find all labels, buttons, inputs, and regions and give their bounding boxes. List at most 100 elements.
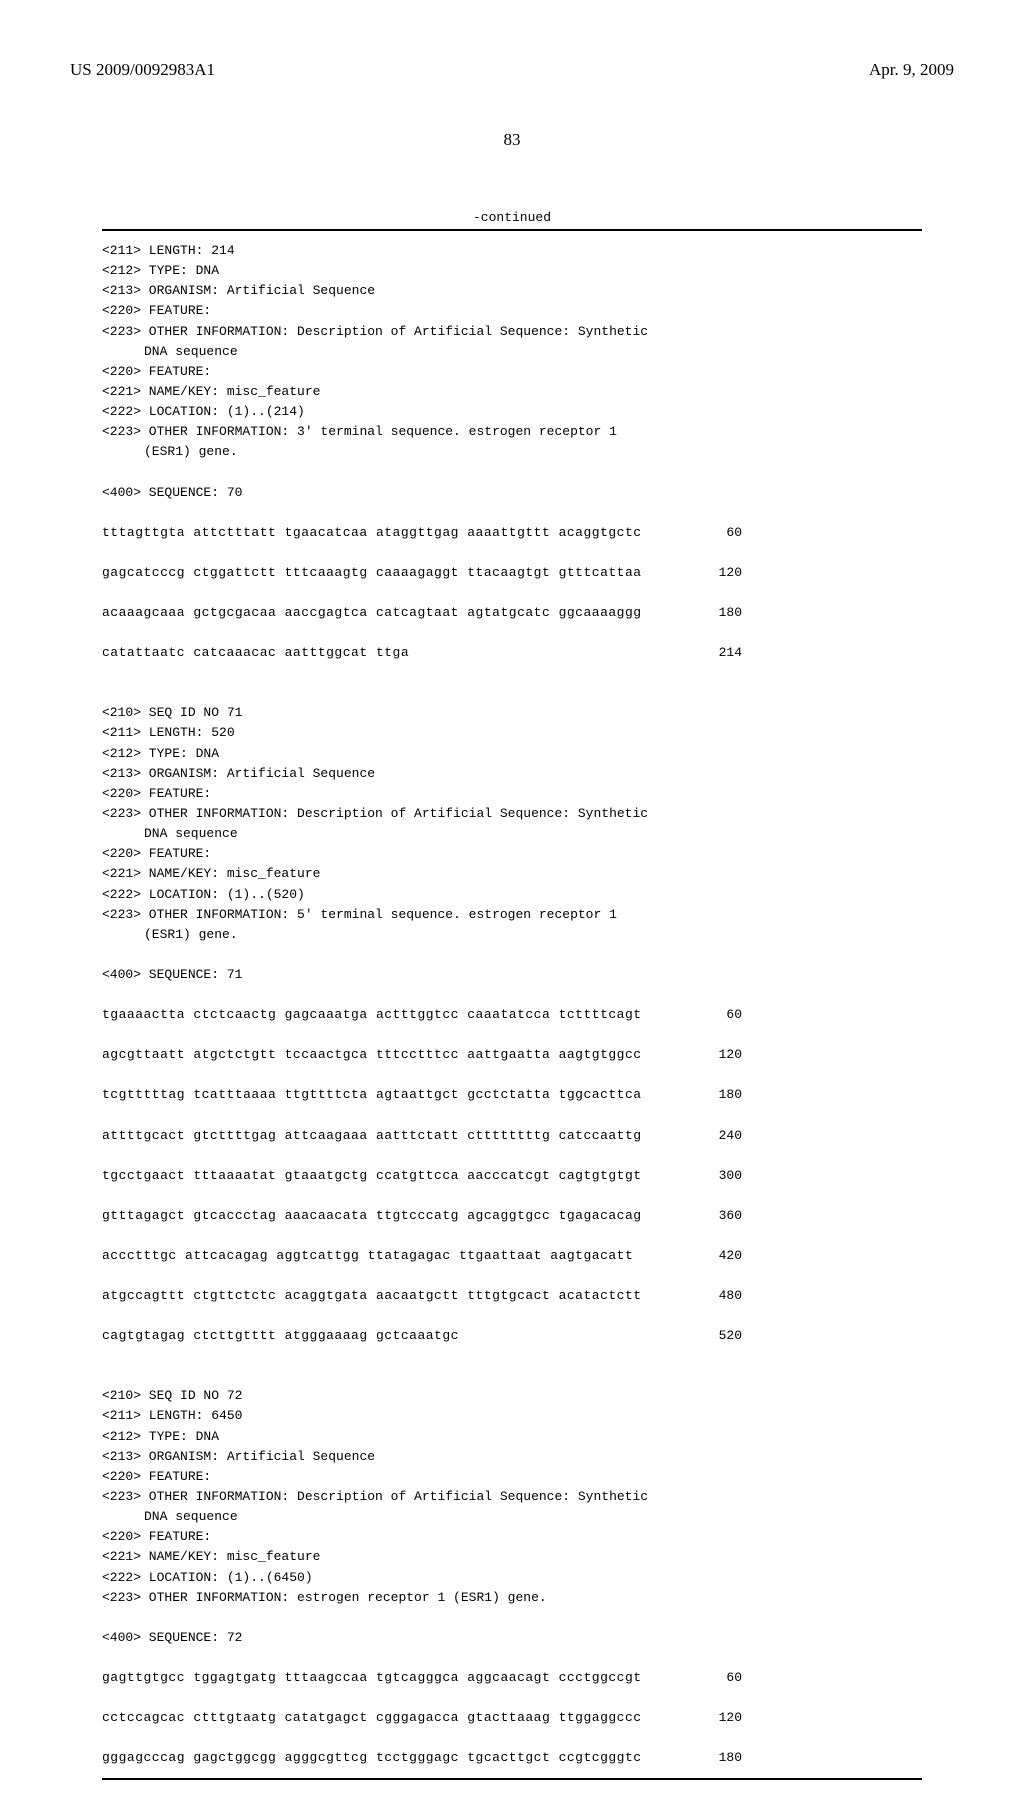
meta-line: <223> OTHER INFORMATION: 5' terminal seq… [102, 905, 922, 925]
meta-line: <211> LENGTH: 6450 [102, 1406, 922, 1426]
blank-line [102, 985, 922, 1005]
meta-line: <400> SEQUENCE: 71 [102, 965, 922, 985]
continued-label: -continued [70, 210, 954, 225]
blank-line [102, 1648, 922, 1668]
meta-line: <400> SEQUENCE: 70 [102, 483, 922, 503]
meta-line: <220> FEATURE: [102, 301, 922, 321]
meta-line: <210> SEQ ID NO 72 [102, 1386, 922, 1406]
meta-line: <220> FEATURE: [102, 844, 922, 864]
blank-line [102, 1366, 922, 1386]
meta-line: <220> FEATURE: [102, 362, 922, 382]
sequence-position: 240 [702, 1126, 742, 1146]
meta-indent-line: DNA sequence [102, 824, 922, 844]
blank-line [102, 1146, 922, 1166]
meta-line: <212> TYPE: DNA [102, 261, 922, 281]
sequence-text: cagtgtagag ctcttgtttt atgggaaaag gctcaaa… [102, 1326, 459, 1346]
blank-line [102, 623, 922, 643]
blank-line [102, 543, 922, 563]
meta-indent-line: (ESR1) gene. [102, 925, 922, 945]
blank-line [102, 503, 922, 523]
sequence-text: tgaaaactta ctctcaactg gagcaaatga actttgg… [102, 1005, 642, 1025]
sequence-row: atgccagttt ctgttctctc acaggtgata aacaatg… [102, 1286, 742, 1306]
meta-line: <400> SEQUENCE: 72 [102, 1628, 922, 1648]
blank-line [102, 1608, 922, 1628]
sequence-row: gagttgtgcc tggagtgatg tttaagccaa tgtcagg… [102, 1668, 742, 1688]
blank-line [102, 1688, 922, 1708]
sequence-text: attttgcact gtcttttgag attcaagaaa aatttct… [102, 1126, 642, 1146]
sequence-position: 360 [702, 1206, 742, 1226]
sequence-row: tcgtttttag tcatttaaaa ttgttttcta agtaatt… [102, 1085, 742, 1105]
blank-line [102, 683, 922, 703]
patent-page: US 2009/0092983A1 Apr. 9, 2009 83 -conti… [0, 0, 1024, 1820]
sequence-row: acaaagcaaa gctgcgacaa aaccgagtca catcagt… [102, 603, 742, 623]
meta-line: <220> FEATURE: [102, 1527, 922, 1547]
sequence-position: 60 [702, 1668, 742, 1688]
sequence-position: 520 [702, 1326, 742, 1346]
meta-line: <223> OTHER INFORMATION: Description of … [102, 322, 922, 342]
blank-line [102, 1025, 922, 1045]
meta-line: <222> LOCATION: (1)..(214) [102, 402, 922, 422]
meta-line: <210> SEQ ID NO 71 [102, 703, 922, 723]
sequence-text: tcgtttttag tcatttaaaa ttgttttcta agtaatt… [102, 1085, 642, 1105]
sequence-position: 420 [702, 1246, 742, 1266]
sequence-text: acaaagcaaa gctgcgacaa aaccgagtca catcagt… [102, 603, 642, 623]
sequence-row: gggagcccag gagctggcgg agggcgttcg tcctggg… [102, 1748, 742, 1768]
meta-line: <213> ORGANISM: Artificial Sequence [102, 764, 922, 784]
sequence-row: tttagttgta attctttatt tgaacatcaa ataggtt… [102, 523, 742, 543]
sequence-row: cagtgtagag ctcttgtttt atgggaaaag gctcaaa… [102, 1326, 742, 1346]
blank-line [102, 663, 922, 683]
sequence-row: tgcctgaact tttaaaatat gtaaatgctg ccatgtt… [102, 1166, 742, 1186]
page-header: US 2009/0092983A1 Apr. 9, 2009 [70, 60, 954, 80]
meta-line: <221> NAME/KEY: misc_feature [102, 864, 922, 884]
blank-line [102, 1306, 922, 1326]
blank-line [102, 1346, 922, 1366]
meta-line: <223> OTHER INFORMATION: Description of … [102, 804, 922, 824]
sequence-text: gagcatcccg ctggattctt tttcaaagtg caaaaga… [102, 563, 642, 583]
meta-line: <212> TYPE: DNA [102, 1427, 922, 1447]
patent-number: US 2009/0092983A1 [70, 60, 215, 80]
sequence-text: gagttgtgcc tggagtgatg tttaagccaa tgtcagg… [102, 1668, 642, 1688]
meta-line: <220> FEATURE: [102, 784, 922, 804]
sequence-text: agcgttaatt atgctctgtt tccaactgca tttcctt… [102, 1045, 642, 1065]
meta-indent-line: (ESR1) gene. [102, 442, 922, 462]
meta-line: <222> LOCATION: (1)..(6450) [102, 1568, 922, 1588]
sequence-listing: <211> LENGTH: 214<212> TYPE: DNA<213> OR… [102, 229, 922, 1780]
meta-line: <221> NAME/KEY: misc_feature [102, 1547, 922, 1567]
blank-line [102, 463, 922, 483]
blank-line [102, 583, 922, 603]
blank-line [102, 1266, 922, 1286]
sequence-position: 120 [702, 1708, 742, 1728]
sequence-text: tgcctgaact tttaaaatat gtaaatgctg ccatgtt… [102, 1166, 642, 1186]
blank-line [102, 1065, 922, 1085]
sequence-text: tttagttgta attctttatt tgaacatcaa ataggtt… [102, 523, 642, 543]
sequence-text: gtttagagct gtcaccctag aaacaacata ttgtccc… [102, 1206, 642, 1226]
sequence-row: accctttgc attcacagag aggtcattgg ttatagag… [102, 1246, 742, 1266]
sequence-row: gagcatcccg ctggattctt tttcaaagtg caaaaga… [102, 563, 742, 583]
sequence-text: accctttgc attcacagag aggtcattgg ttatagag… [102, 1246, 633, 1266]
sequence-position: 180 [702, 1748, 742, 1768]
sequence-position: 300 [702, 1166, 742, 1186]
sequence-row: cctccagcac ctttgtaatg catatgagct cgggaga… [102, 1708, 742, 1728]
sequence-text: catattaatc catcaaacac aatttggcat ttga [102, 643, 409, 663]
sequence-row: agcgttaatt atgctctgtt tccaactgca tttcctt… [102, 1045, 742, 1065]
blank-line [102, 1106, 922, 1126]
blank-line [102, 1226, 922, 1246]
sequence-position: 60 [702, 1005, 742, 1025]
sequence-position: 480 [702, 1286, 742, 1306]
sequence-text: gggagcccag gagctggcgg agggcgttcg tcctggg… [102, 1748, 642, 1768]
meta-indent-line: DNA sequence [102, 1507, 922, 1527]
blank-line [102, 1186, 922, 1206]
meta-line: <220> FEATURE: [102, 1467, 922, 1487]
sequence-position: 214 [702, 643, 742, 663]
sequence-position: 180 [702, 1085, 742, 1105]
meta-line: <211> LENGTH: 214 [102, 241, 922, 261]
sequence-position: 60 [702, 523, 742, 543]
meta-line: <213> ORGANISM: Artificial Sequence [102, 1447, 922, 1467]
meta-line: <222> LOCATION: (1)..(520) [102, 885, 922, 905]
meta-line: <223> OTHER INFORMATION: Description of … [102, 1487, 922, 1507]
sequence-row: gtttagagct gtcaccctag aaacaacata ttgtccc… [102, 1206, 742, 1226]
meta-line: <213> ORGANISM: Artificial Sequence [102, 281, 922, 301]
sequence-row: tgaaaactta ctctcaactg gagcaaatga actttgg… [102, 1005, 742, 1025]
meta-line: <221> NAME/KEY: misc_feature [102, 382, 922, 402]
meta-indent-line: DNA sequence [102, 342, 922, 362]
